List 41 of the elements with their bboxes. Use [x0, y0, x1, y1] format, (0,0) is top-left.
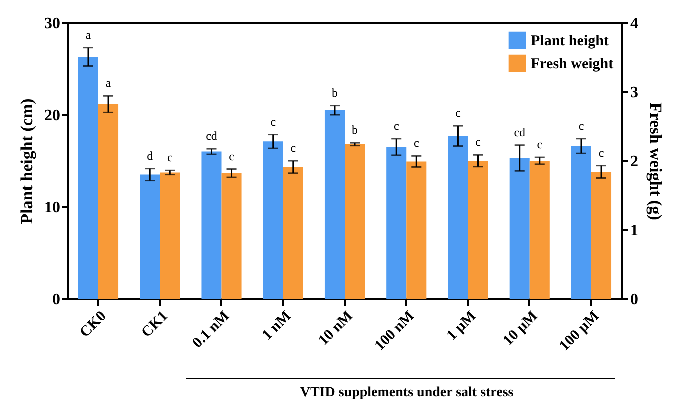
x-tick-label: 0.1 nM	[190, 308, 234, 352]
x-tick-label: 1 nM	[260, 308, 295, 344]
data-label: a	[106, 76, 112, 90]
data-label: c	[229, 149, 234, 164]
data-label: a	[86, 28, 92, 42]
x-tick-label: 100 µM	[556, 308, 603, 355]
y2-axis-title: Fresh weight (g)	[646, 102, 666, 220]
y-tick-label: 30	[44, 16, 60, 32]
y-axis-title: Plant height (cm)	[18, 98, 36, 224]
data-label: c	[598, 146, 604, 160]
data-label: d	[147, 148, 154, 163]
data-label: c	[270, 114, 276, 129]
data-label: cd	[206, 129, 218, 144]
x-tick-label: CK0	[77, 308, 110, 342]
data-label: c	[456, 106, 461, 120]
data-label: cd	[514, 125, 526, 140]
data-label: b	[332, 86, 338, 100]
y2-tick-label: 4	[630, 16, 638, 32]
x-tick-label: 10 nM	[316, 308, 356, 349]
y2-tick-label: 0	[630, 292, 638, 308]
data-label: c	[167, 150, 173, 165]
data-label: c	[476, 135, 481, 150]
x-axis-title: VTID supplements under salt stress	[300, 386, 514, 400]
y-tick-label: 20	[44, 108, 60, 124]
y2-tick-label: 2	[630, 154, 638, 170]
y2-tick-label: 1	[630, 222, 638, 240]
data-label: c	[290, 141, 296, 155]
y2-tick-label: 3	[630, 84, 638, 102]
data-label: b	[352, 123, 358, 138]
data-label: c	[578, 118, 584, 133]
legend-label: Plant height	[531, 34, 609, 50]
x-tick-label: CK1	[138, 308, 172, 342]
data-label: c	[394, 118, 400, 133]
x-tick-label: 1 µM	[444, 308, 480, 344]
y-tick-label: 10	[44, 200, 60, 216]
y-tick-label: 0	[52, 292, 60, 308]
x-tick-label: 100 nM	[372, 308, 418, 354]
legend-label: Fresh weight	[531, 56, 614, 72]
x-tick-label: 10 µM	[500, 308, 542, 350]
data-label: c	[537, 138, 543, 152]
data-label: c	[414, 136, 420, 150]
